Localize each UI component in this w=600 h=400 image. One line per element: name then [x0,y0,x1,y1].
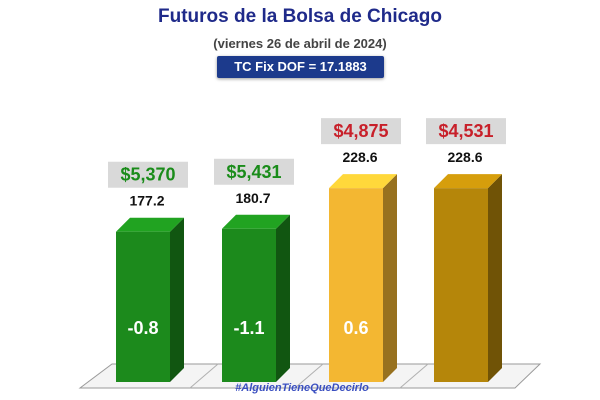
bar-change-label: -1.1 [233,318,264,338]
bar-4: 228.6 $4,531 [426,118,506,382]
bar-change-label: 0.6 [343,318,368,338]
floor-divider [189,363,219,389]
bar-side-face [276,214,290,382]
bar-change-label: -0.8 [127,318,158,338]
bar-front-face [329,188,383,382]
bar-3: 0.6 228.6 $4,875 [321,118,401,382]
bar-value-label: 180.7 [235,190,270,206]
price-label: $4,875 [333,121,388,141]
bar-top-face [116,217,184,232]
bar-top-face [329,174,397,189]
price-label: $5,370 [120,165,175,185]
bar-top-face [434,174,502,189]
price-label-box [214,158,294,185]
watermark-text: #AlguienTieneQueDecirlo [235,382,369,394]
floor-divider [294,363,324,389]
bar-value-label: 228.6 [447,149,482,165]
chart-title: Futuros de la Bolsa de Chicago [158,6,442,27]
bar-value-label: 228.6 [342,149,377,165]
bar-top-face [222,214,290,229]
price-label-box [426,118,506,145]
bar-front-face [434,188,488,382]
price-label-box [321,118,401,145]
bar-value-label: 177.2 [129,193,164,209]
price-label: $4,531 [438,121,493,141]
bar-side-face [170,217,184,382]
bar-side-face [488,174,502,382]
bar-side-face [383,174,397,382]
floor-divider [399,363,429,389]
bar-front-face [222,228,276,382]
chart-subtitle: (viernes 26 de abril de 2024) [213,36,387,51]
bars-group: -0.8 177.2 $5,370 -1.1 180.7 $5,431 0.6 228.6 $4… [108,118,506,382]
bar-front-face [116,231,170,382]
chart-floor-plane [78,363,542,389]
bar-1: -0.8 177.2 $5,370 [108,161,188,382]
price-label-box [108,161,188,188]
price-label: $5,431 [226,162,281,182]
chart-floor [78,363,542,389]
exchange-rate-badge: TC Fix DOF = 17.1883 [217,56,384,78]
bar-2: -1.1 180.7 $5,431 [214,158,294,382]
